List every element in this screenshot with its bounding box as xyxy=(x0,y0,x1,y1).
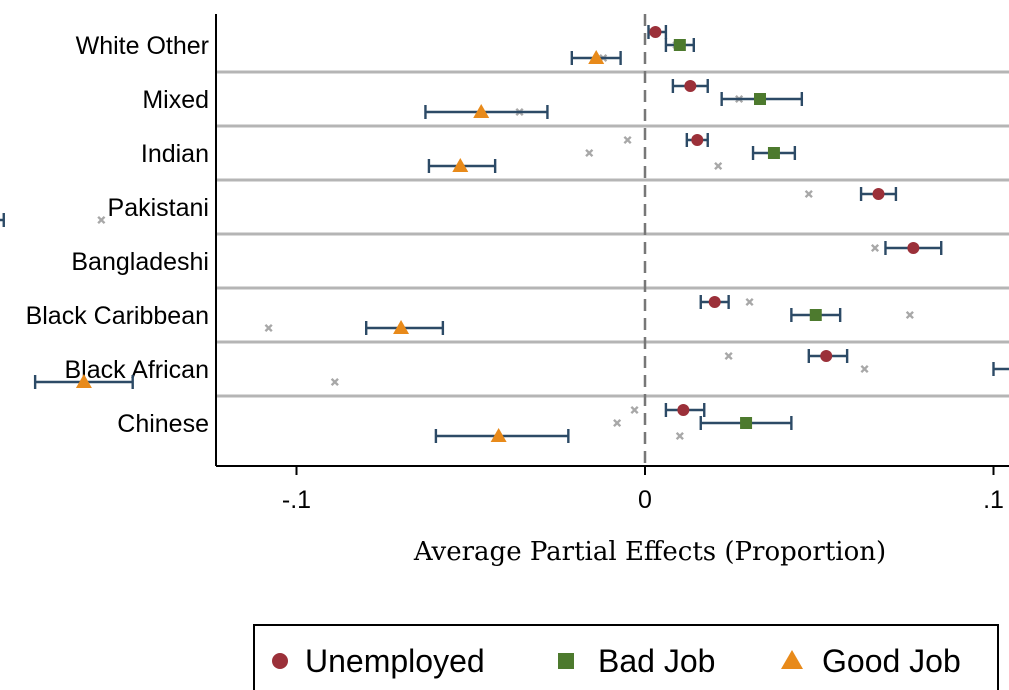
grey-marker-chinese xyxy=(675,431,684,441)
grey-marker-pakistani xyxy=(804,189,813,199)
point-good-job-white-other xyxy=(570,50,622,65)
legend-label: Good Job xyxy=(822,643,961,679)
legend-triangle-icon xyxy=(781,650,803,669)
grey-marker-pakistani xyxy=(97,215,106,225)
category-label-indian: Indian xyxy=(141,140,209,168)
band-pakistani xyxy=(216,180,1009,234)
marker-triangle xyxy=(452,158,469,172)
point-bad-job-white-other xyxy=(664,38,695,52)
marker-triangle xyxy=(473,104,490,118)
point-bad-job-mixed xyxy=(720,92,804,106)
category-label-mixed: Mixed xyxy=(142,86,209,114)
marker-triangle xyxy=(490,428,507,442)
marker-triangle xyxy=(393,320,410,334)
data-points xyxy=(0,25,1009,443)
legend-item-unemployed: Unemployed xyxy=(272,643,485,679)
point-unemployed-black-caribbean xyxy=(699,295,730,309)
legend-box xyxy=(253,624,999,690)
point-good-job-indian xyxy=(427,158,497,173)
point-unemployed-pakistani xyxy=(859,187,898,201)
grey-marker-black-african xyxy=(860,364,869,374)
marker-square xyxy=(767,147,780,159)
x-axis-label: Average Partial Effects (Proportion) xyxy=(413,537,886,567)
point-bad-job-chinese xyxy=(699,416,793,430)
legend-label: Bad Job xyxy=(598,643,715,679)
band-white-other xyxy=(216,18,1009,72)
marker-circle xyxy=(907,242,920,254)
marker-triangle xyxy=(588,50,605,64)
band-mixed xyxy=(216,72,1009,126)
point-good-job-chinese xyxy=(434,428,570,443)
grey-marker-black-african xyxy=(330,377,339,387)
grey-marker-black-caribbean xyxy=(264,323,273,333)
grey-marker-indian xyxy=(714,161,723,171)
marker-circle xyxy=(649,26,662,38)
point-bad-job-black-african xyxy=(992,362,1009,376)
marker-circle xyxy=(820,350,833,362)
grey-marker-bangladeshi xyxy=(870,243,880,253)
legend: Unemployed Bad Job Good Job xyxy=(253,624,999,690)
legend-item-good-job: Good Job xyxy=(781,643,961,679)
marker-circle xyxy=(677,404,690,416)
band-black-african xyxy=(216,342,1009,396)
marker-square xyxy=(809,309,822,321)
marker-square xyxy=(754,93,767,105)
point-unemployed-mixed xyxy=(671,79,709,93)
point-good-job-black-caribbean xyxy=(365,320,445,335)
category-labels: White Other Mixed Indian Pakistani Banglades… xyxy=(26,32,209,438)
category-bands xyxy=(216,18,1009,450)
x-tick-label: 0 xyxy=(638,486,652,514)
marker-square xyxy=(673,39,686,51)
grey-marker-indian xyxy=(585,148,594,158)
point-good-job-mixed xyxy=(424,104,549,119)
grey-marker-indian xyxy=(623,135,632,145)
grey-marker-black-caribbean xyxy=(745,297,754,307)
point-unemployed-white-other xyxy=(647,25,668,39)
category-label-black-caribbean: Black Caribbean xyxy=(26,302,209,330)
point-unemployed-bangladeshi xyxy=(884,241,943,255)
category-label-chinese: Chinese xyxy=(117,410,209,438)
band-black-caribbean xyxy=(216,288,1009,342)
legend-label: Unemployed xyxy=(305,643,485,679)
category-label-white-other: White Other xyxy=(76,32,209,60)
point-bad-job-black-caribbean xyxy=(790,308,842,322)
legend-item-bad-job: Bad Job xyxy=(558,643,715,679)
grey-marker-black-caribbean xyxy=(905,310,914,320)
marker-circle xyxy=(708,296,721,308)
grey-marker-black-african xyxy=(724,351,733,361)
x-tick-label: .1 xyxy=(983,486,1004,514)
marker-triangle xyxy=(75,374,92,388)
band-bangladeshi xyxy=(216,234,1009,288)
grey-marker-chinese xyxy=(630,405,639,415)
marker-circle xyxy=(872,188,885,200)
marker-square xyxy=(740,417,753,429)
band-chinese xyxy=(216,396,1009,450)
category-label-black-african: Black African xyxy=(64,356,209,384)
marker-circle xyxy=(684,80,697,92)
point-unemployed-black-african xyxy=(807,349,849,363)
band-indian xyxy=(216,126,1009,180)
point-unemployed-chinese xyxy=(664,403,706,417)
point-unemployed-indian xyxy=(685,133,709,147)
marker-circle xyxy=(691,134,704,146)
grey-marker-chinese xyxy=(613,418,622,428)
legend-square-icon xyxy=(558,653,574,669)
category-label-bangladeshi: Bangladeshi xyxy=(71,248,209,276)
category-label-pakistani: Pakistani xyxy=(108,194,209,222)
legend-circle-icon xyxy=(272,653,288,669)
point-good-job-black-african xyxy=(33,374,134,389)
point-good-job-pakistani xyxy=(0,213,5,227)
x-ticks: -.2-.10.1.2 xyxy=(282,466,1004,514)
point-bad-job-indian xyxy=(751,146,797,160)
x-tick-label: -.1 xyxy=(282,486,311,514)
